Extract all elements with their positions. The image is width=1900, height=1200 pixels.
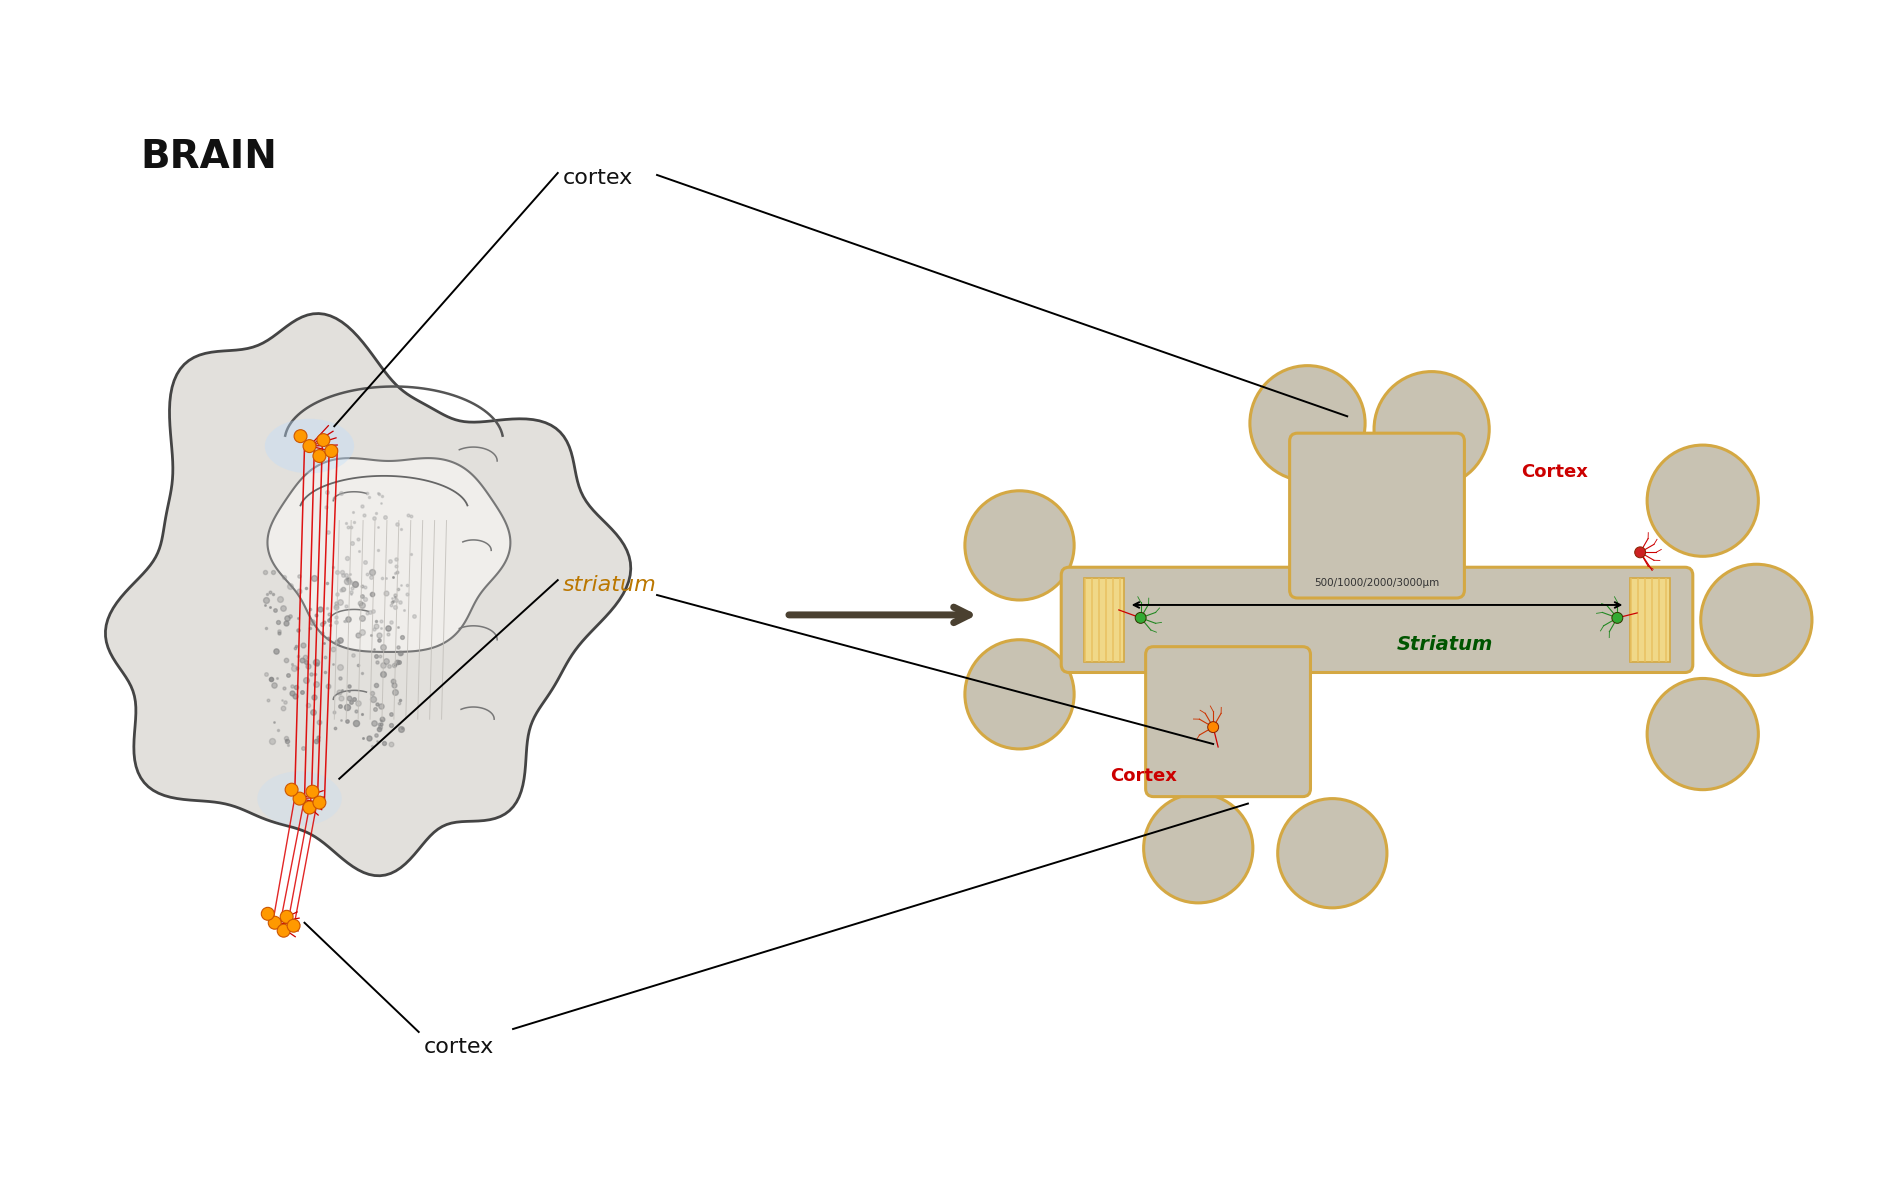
Circle shape bbox=[293, 792, 306, 805]
Circle shape bbox=[1144, 793, 1252, 902]
Text: Cortex: Cortex bbox=[1522, 463, 1588, 481]
Circle shape bbox=[317, 433, 331, 446]
Polygon shape bbox=[268, 458, 511, 652]
FancyBboxPatch shape bbox=[1062, 568, 1693, 672]
FancyBboxPatch shape bbox=[1146, 647, 1311, 797]
Circle shape bbox=[325, 444, 338, 457]
Circle shape bbox=[294, 430, 308, 443]
Circle shape bbox=[1134, 612, 1146, 623]
Circle shape bbox=[965, 640, 1074, 749]
Text: cortex: cortex bbox=[424, 1037, 494, 1057]
Bar bbox=[1630, 578, 1670, 661]
Circle shape bbox=[314, 450, 327, 462]
Circle shape bbox=[1250, 366, 1364, 481]
FancyBboxPatch shape bbox=[1290, 433, 1465, 598]
Circle shape bbox=[302, 802, 315, 814]
Text: striatum: striatum bbox=[562, 575, 657, 595]
Polygon shape bbox=[106, 313, 631, 876]
Circle shape bbox=[1647, 678, 1758, 790]
Ellipse shape bbox=[256, 772, 342, 826]
Text: BRAIN: BRAIN bbox=[141, 138, 277, 176]
Circle shape bbox=[285, 784, 298, 796]
Text: 500/1000/2000/3000μm: 500/1000/2000/3000μm bbox=[1315, 578, 1440, 588]
Circle shape bbox=[314, 796, 327, 809]
Ellipse shape bbox=[264, 419, 353, 473]
Text: Striatum: Striatum bbox=[1396, 635, 1493, 654]
Circle shape bbox=[1647, 445, 1758, 557]
Circle shape bbox=[277, 924, 291, 937]
Circle shape bbox=[1374, 372, 1490, 487]
Circle shape bbox=[287, 919, 300, 932]
Circle shape bbox=[279, 911, 293, 923]
Circle shape bbox=[1611, 612, 1623, 623]
Circle shape bbox=[1208, 721, 1218, 732]
Circle shape bbox=[1700, 564, 1813, 676]
Circle shape bbox=[268, 917, 281, 929]
Circle shape bbox=[306, 785, 319, 798]
Text: Cortex: Cortex bbox=[1110, 767, 1178, 785]
Circle shape bbox=[302, 439, 315, 452]
Text: cortex: cortex bbox=[562, 168, 633, 188]
Circle shape bbox=[1634, 547, 1645, 558]
Circle shape bbox=[1277, 799, 1387, 908]
Circle shape bbox=[965, 491, 1074, 600]
Bar bbox=[1085, 578, 1123, 661]
Circle shape bbox=[262, 907, 274, 920]
